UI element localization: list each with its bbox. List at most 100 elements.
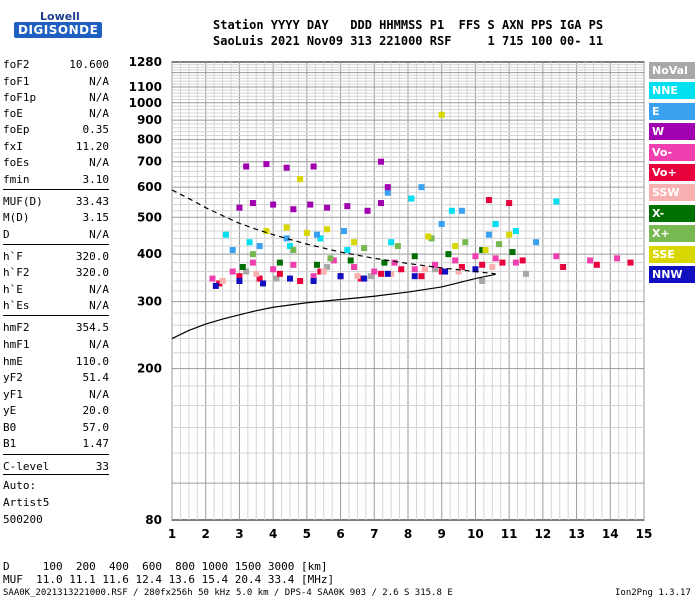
param-value: 33 <box>95 460 109 473</box>
data-point <box>287 243 293 250</box>
data-point <box>340 228 347 235</box>
param-row: foF1 N/A <box>3 75 109 88</box>
x-tick-label: 11 <box>501 527 518 541</box>
data-point <box>351 264 358 271</box>
distance-row: D 100 200 400 600 800 1000 1500 3000 [km… <box>3 560 328 573</box>
data-point <box>253 270 260 277</box>
param-row: D N/A <box>3 228 109 241</box>
param-separator <box>3 474 109 475</box>
data-point <box>327 255 334 262</box>
y-tick-label: 700 <box>137 155 162 169</box>
data-point <box>337 273 344 280</box>
param-row: h`F 320.0 <box>3 250 109 263</box>
data-point <box>425 233 432 240</box>
data-point <box>256 243 263 250</box>
data-point <box>485 231 492 238</box>
data-point <box>371 268 378 275</box>
data-point <box>512 259 519 266</box>
data-point <box>614 255 621 262</box>
data-point <box>344 247 351 254</box>
param-name: C-level <box>3 460 50 473</box>
param-row: h`Es N/A <box>3 299 109 312</box>
param-row: foF1p N/A <box>3 91 109 104</box>
data-point <box>448 207 455 214</box>
param-row: yF2 51.4 <box>3 371 109 384</box>
extrapolated-profile-curve <box>171 189 496 275</box>
data-point <box>236 204 243 211</box>
data-point <box>313 231 320 238</box>
data-point <box>229 268 236 275</box>
param-value: N/A <box>89 283 109 296</box>
legend-item: Vo- <box>649 143 695 161</box>
data-point <box>276 270 283 277</box>
data-point <box>438 268 445 275</box>
param-row: foEp 0.35 <box>3 123 109 136</box>
y-tick-label: 600 <box>137 180 162 194</box>
data-point <box>222 231 229 238</box>
data-point <box>418 184 425 191</box>
data-point <box>455 268 462 275</box>
param-name: fmin <box>3 173 30 186</box>
legend-item: Vo+ <box>649 164 695 181</box>
param-row: foF2 10.600 <box>3 58 109 71</box>
data-point <box>381 259 388 266</box>
data-point <box>452 243 459 250</box>
x-tick-label: 7 <box>370 527 378 541</box>
header-line-1: Station YYYY DAY DDD HHMMSS P1 FFS S AXN… <box>213 18 604 32</box>
y-tick-label: 800 <box>137 133 162 147</box>
data-point <box>229 247 236 254</box>
x-tick-label: 6 <box>336 527 344 541</box>
data-point <box>310 163 317 170</box>
param-value: N/A <box>89 156 109 169</box>
param-name: h`Es <box>3 299 30 312</box>
data-point <box>209 275 216 282</box>
data-point <box>431 261 438 268</box>
data-point <box>212 282 219 289</box>
data-point <box>519 257 526 264</box>
param-row: hmE 110.0 <box>3 355 109 368</box>
param-name: h`E <box>3 283 23 296</box>
data-point <box>310 277 317 284</box>
param-separator <box>3 244 109 245</box>
data-point <box>249 259 256 266</box>
data-point <box>290 261 297 268</box>
param-name: B0 <box>3 421 17 434</box>
data-point <box>361 245 368 252</box>
y-tick-label: 400 <box>137 247 162 261</box>
data-point <box>411 273 418 280</box>
legend-item: NNE <box>649 82 695 100</box>
param-name: fxI <box>3 140 23 153</box>
param-row: fmin 3.10 <box>3 173 109 186</box>
param-name: hmF1 <box>3 338 30 351</box>
param-name: yF1 <box>3 388 23 401</box>
data-point <box>357 275 364 282</box>
data-point <box>324 264 331 271</box>
data-point <box>351 239 358 246</box>
data-point <box>512 228 519 235</box>
param-name: foEp <box>3 123 30 136</box>
param-name: yE <box>3 404 17 417</box>
param-row: yF1 N/A <box>3 388 109 401</box>
header-line-2: SaoLuis 2021 Nov09 313 221000 RSF 1 715 … <box>213 34 604 48</box>
data-point <box>553 253 560 260</box>
data-point <box>458 264 465 271</box>
legend-item: X- <box>649 204 695 222</box>
data-point <box>445 251 452 258</box>
data-point <box>297 176 304 183</box>
data-point <box>236 273 243 280</box>
param-row: h`F2 320.0 <box>3 266 109 279</box>
data-point <box>499 259 506 266</box>
y-tick-label: 1280 <box>129 55 162 69</box>
ionogram-chart: 1 2 3 4 5 6 7 8 9 10 11 12 13 14 158020030040050060070… <box>129 55 653 541</box>
y-tick-label: 300 <box>137 295 162 309</box>
param-separator <box>3 454 109 455</box>
data-point <box>509 249 516 256</box>
data-point <box>384 270 391 277</box>
data-point <box>506 200 513 207</box>
data-point <box>324 204 331 211</box>
data-point <box>458 207 465 214</box>
param-row: hmF2 354.5 <box>3 321 109 334</box>
data-point <box>239 264 246 271</box>
data-point <box>421 266 428 273</box>
legend-item: W <box>649 123 695 141</box>
